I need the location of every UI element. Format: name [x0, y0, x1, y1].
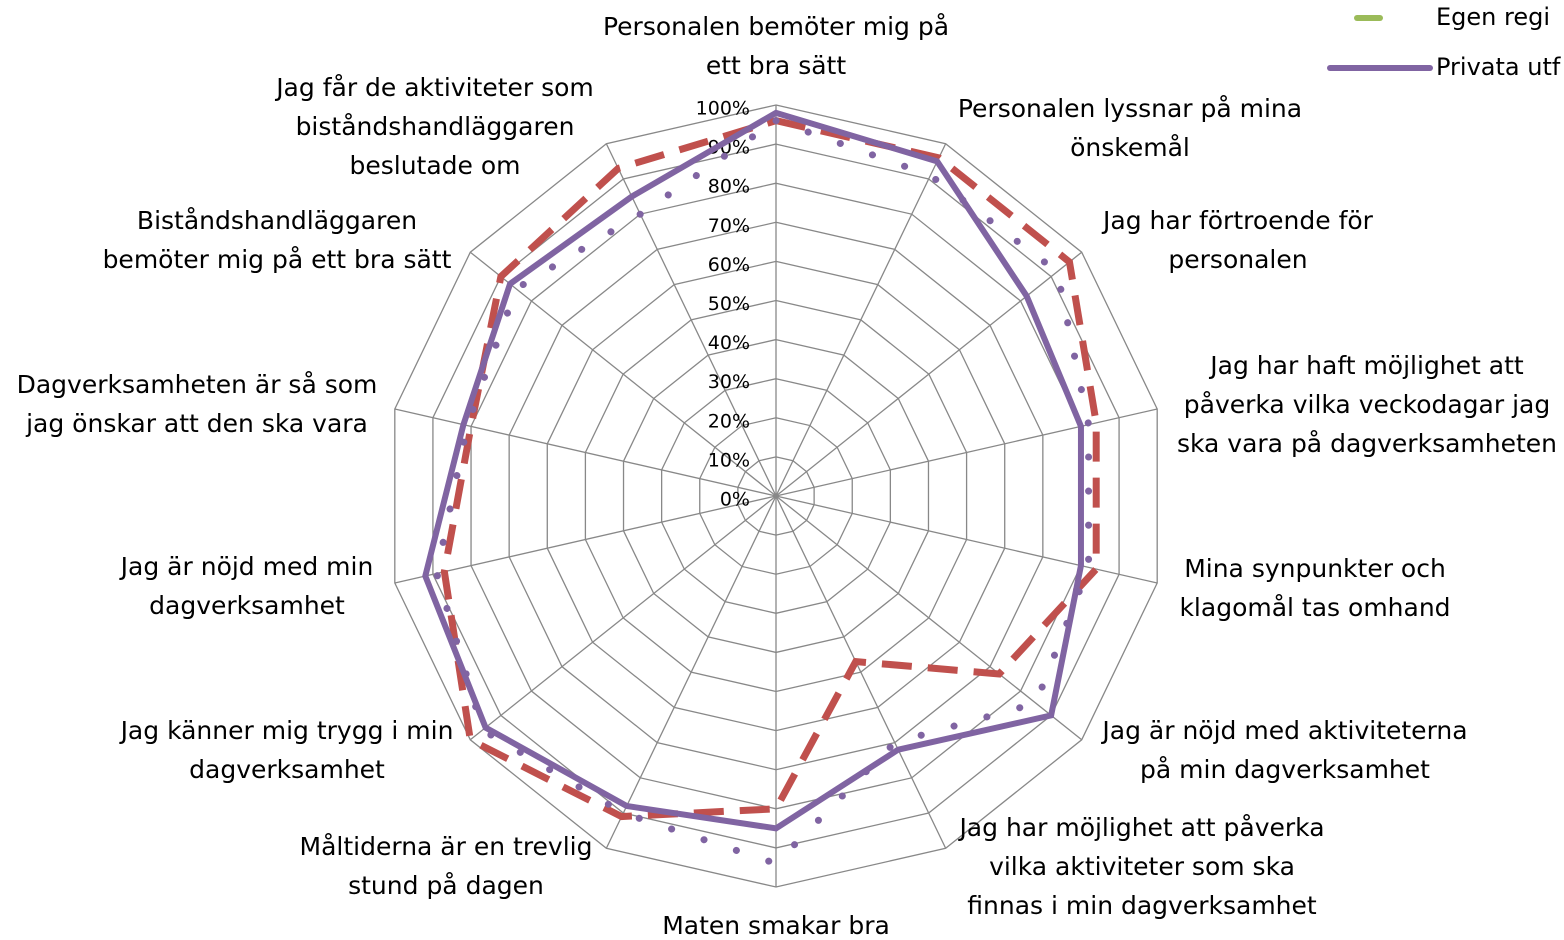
y-tick-label: 20%: [708, 410, 750, 432]
axis-label: ska vara på dagverksamheten: [1177, 429, 1557, 458]
axis-label: finnas i min dagverksamhet: [967, 891, 1317, 920]
axis-label: Maten smakar bra: [662, 911, 890, 940]
legend-label: Privata utf: [1436, 53, 1561, 81]
axis-label: dagverksamhet: [149, 591, 345, 620]
y-tick-label: 30%: [708, 371, 750, 393]
axis-label: stund på dagen: [348, 871, 544, 900]
spoke: [775, 143, 947, 497]
axis-label: Jag har möjlighet att påverka: [957, 813, 1324, 842]
spoke: [605, 495, 777, 849]
series-line: [433, 116, 1093, 868]
axis-label: Jag får de aktiviteter som: [274, 73, 594, 102]
axis-label: Jag är nöjd med min: [119, 552, 374, 581]
axis-label: Jag känner mig trygg i min: [119, 716, 454, 745]
spoke: [775, 251, 1083, 497]
spoke: [775, 495, 947, 849]
y-tick-label: 90%: [708, 137, 750, 159]
axis-label: Jag har förtroende för: [1101, 206, 1374, 235]
axis-label: Dagverksamheten är så som: [17, 370, 378, 399]
axis-label: biståndshandläggaren: [296, 112, 575, 141]
y-tick-label: 10%: [708, 449, 750, 471]
spoke: [394, 495, 777, 584]
axis-label: bemöter mig på ett bra sätt: [103, 245, 452, 274]
legend-label: Egen regi: [1436, 3, 1550, 31]
axis-label: jag önskar att den ska vara: [25, 409, 368, 438]
axis-label: Personalen bemöter mig på: [603, 12, 949, 41]
spoke: [605, 143, 777, 497]
axis-label: Måltiderna är en trevlig: [300, 832, 593, 861]
y-tick-label: 50%: [708, 293, 750, 315]
spoke: [775, 495, 1083, 741]
axis-label: Biståndshandläggaren: [137, 206, 417, 235]
axis-label: dagverksamhet: [189, 755, 385, 784]
spoke: [394, 408, 777, 497]
axis-label: klagomål tas omhand: [1179, 593, 1450, 622]
axis-label: Mina synpunkter och: [1184, 554, 1446, 583]
y-tick-label: 0%: [720, 489, 750, 511]
axis-label: Jag är nöjd med aktiviteterna: [1100, 716, 1467, 745]
axis-label: vilka aktiviteter som ska: [989, 852, 1295, 881]
spoke: [775, 408, 1158, 497]
axis-label: påverka vilka veckodagar jag: [1184, 390, 1550, 419]
y-tick-label: 80%: [708, 176, 750, 198]
axis-label: på min dagverksamhet: [1140, 755, 1430, 784]
axis-label: Personalen lyssnar på mina: [958, 94, 1302, 123]
spoke: [469, 495, 777, 741]
axis-label: önskemål: [1070, 133, 1190, 162]
spoke: [469, 251, 777, 497]
axis-label: personalen: [1168, 245, 1307, 274]
y-tick-label: 70%: [708, 215, 750, 237]
y-tick-label: 60%: [708, 254, 750, 276]
series-line: [422, 109, 1084, 832]
axis-label: ett bra sätt: [706, 51, 846, 80]
series-line: [440, 117, 1100, 821]
axis-label: Jag har haft möjlighet att: [1208, 351, 1524, 380]
axis-label: beslutade om: [349, 151, 520, 180]
y-tick-label: 40%: [708, 332, 750, 354]
y-tick-label: 100%: [696, 98, 750, 120]
